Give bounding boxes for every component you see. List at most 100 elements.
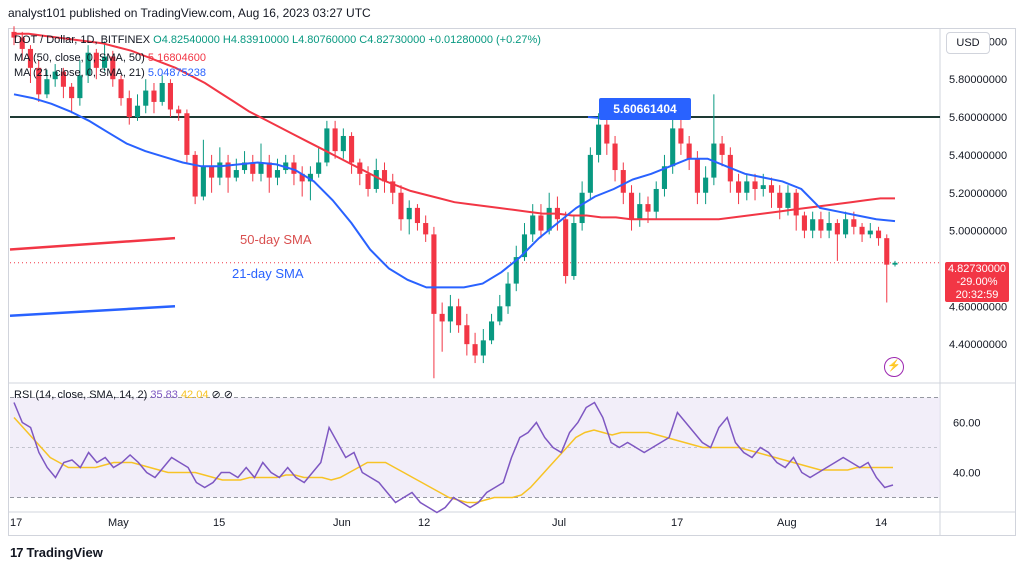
rsi-line [13, 401, 894, 514]
sma21-annotation: 21-day SMA [232, 266, 304, 281]
candle-body [349, 135, 355, 163]
candle-body [530, 215, 536, 235]
candle-body [299, 173, 305, 182]
resistance-callout: 5.60661404 [599, 98, 691, 120]
candle-body [546, 207, 552, 231]
lightning-icon[interactable]: ⚡ [884, 357, 904, 377]
candle-body [110, 56, 116, 80]
candle-body [36, 67, 42, 95]
ma50-label: MA (50, close, 0, SMA, 50) [14, 52, 145, 64]
rsi-sma-value: 42.04 [180, 389, 209, 401]
price-tick-label: 4.40000000 [949, 339, 1007, 351]
candle-body [340, 135, 346, 152]
symbol-legend: DOT / Dollar, 1D, BITFINEX O4.82540000 H… [14, 33, 541, 47]
candle-body [423, 223, 429, 235]
candle-body [184, 113, 190, 155]
price-tick-label: 5.40000000 [949, 150, 1007, 162]
candle-body [93, 52, 99, 68]
ma50-legend[interactable]: MA (50, close, 0, SMA, 50) 5.16804600 [14, 51, 206, 65]
candle-body [316, 162, 322, 174]
candle-body [464, 325, 470, 345]
candle-body [250, 162, 256, 174]
ohlc-values: O4.82540000 H4.83910000 L4.80760000 C4.8… [153, 34, 541, 46]
candle-body [620, 170, 626, 193]
candle-body [686, 143, 692, 159]
candle-body [134, 105, 141, 118]
candle-body [60, 71, 66, 87]
candle-body [324, 128, 330, 163]
symbol-label[interactable]: DOT / Dollar, 1D, BITFINEX [14, 34, 151, 46]
candle-body [628, 192, 635, 220]
currency-button[interactable]: USD [946, 32, 990, 54]
candle-body [241, 162, 248, 171]
price-tick-label: 5.20000000 [949, 188, 1007, 200]
candle-body [456, 306, 462, 326]
candle-body [653, 188, 659, 212]
candle-body [604, 124, 610, 144]
candle-body [225, 162, 231, 178]
rsi-tick-label: 60.00 [953, 418, 981, 430]
candle-body [826, 223, 832, 231]
candle-body [44, 79, 50, 95]
candle-body [365, 173, 371, 189]
candle-body [892, 262, 898, 265]
time-tick-label: Jul [552, 517, 566, 529]
sma21-annotation-line [9, 305, 176, 318]
candle-body [414, 207, 421, 224]
candle-body [571, 223, 577, 277]
time-tick-label: 14 [875, 517, 887, 529]
time-tick-label: Aug [777, 517, 797, 529]
rsi-hidden-icons[interactable]: ⊘ ⊘ [211, 389, 234, 401]
candle-body [447, 306, 453, 322]
candle-body [777, 192, 783, 208]
rsi-legend[interactable]: RSI (14, close, SMA, 14, 2) 35.83 42.04 … [14, 388, 233, 402]
sma50-line [14, 32, 895, 221]
candle-body [670, 128, 676, 167]
candle-body [69, 86, 75, 99]
candle-body [843, 219, 849, 235]
candle-body [406, 207, 412, 220]
candle-body [480, 340, 486, 356]
ma21-legend[interactable]: MA (21, close, 0, SMA, 21) 5.04875238 [14, 66, 206, 80]
rsi-value: 35.83 [150, 389, 178, 401]
candle-body [373, 170, 379, 189]
publisher-line: analyst101 published on TradingView.com,… [8, 6, 371, 20]
candle-body [596, 124, 602, 155]
ma21-value: 5.04875238 [147, 67, 207, 79]
candle-body [77, 75, 83, 99]
bar-countdown: 20:32:59 [955, 289, 999, 301]
price-change: -29.00% [956, 276, 998, 288]
candle-body [102, 56, 108, 68]
ma21-label: MA (21, close, 0, SMA, 21) [14, 67, 145, 79]
candle-body [637, 204, 643, 220]
candle-body [736, 181, 742, 193]
candle-body [768, 185, 775, 193]
candle-body [694, 158, 700, 193]
candle-body [167, 82, 173, 110]
price-tick-label: 5.60000000 [949, 112, 1007, 124]
price-tick-label: 4.60000000 [949, 301, 1007, 313]
price-tick-label: 5.80000000 [949, 74, 1007, 86]
candle-body [752, 181, 758, 189]
sma50-annotation: 50-day SMA [240, 232, 312, 247]
candle-body [703, 177, 709, 193]
current-price-badge: 4.82730000 -29.00% 20:32:59 [945, 262, 1009, 302]
candle-body [381, 170, 388, 182]
candle-body [258, 162, 264, 174]
candle-body [818, 219, 824, 231]
time-tick-label: 15 [213, 517, 225, 529]
candle-body [744, 181, 750, 193]
candle-body [291, 162, 297, 174]
candle-body [801, 215, 807, 231]
tradingview-footer[interactable]: 17 TradingView [10, 545, 103, 560]
candle-body [151, 90, 157, 102]
candle-body [785, 192, 791, 208]
candle-body [217, 162, 223, 178]
tradingview-wordmark: TradingView [26, 545, 103, 560]
candle-body [200, 166, 206, 197]
candle-body [390, 181, 396, 193]
candle-body [307, 173, 313, 182]
sma21-line [13, 93, 896, 289]
candle-body [563, 219, 569, 277]
